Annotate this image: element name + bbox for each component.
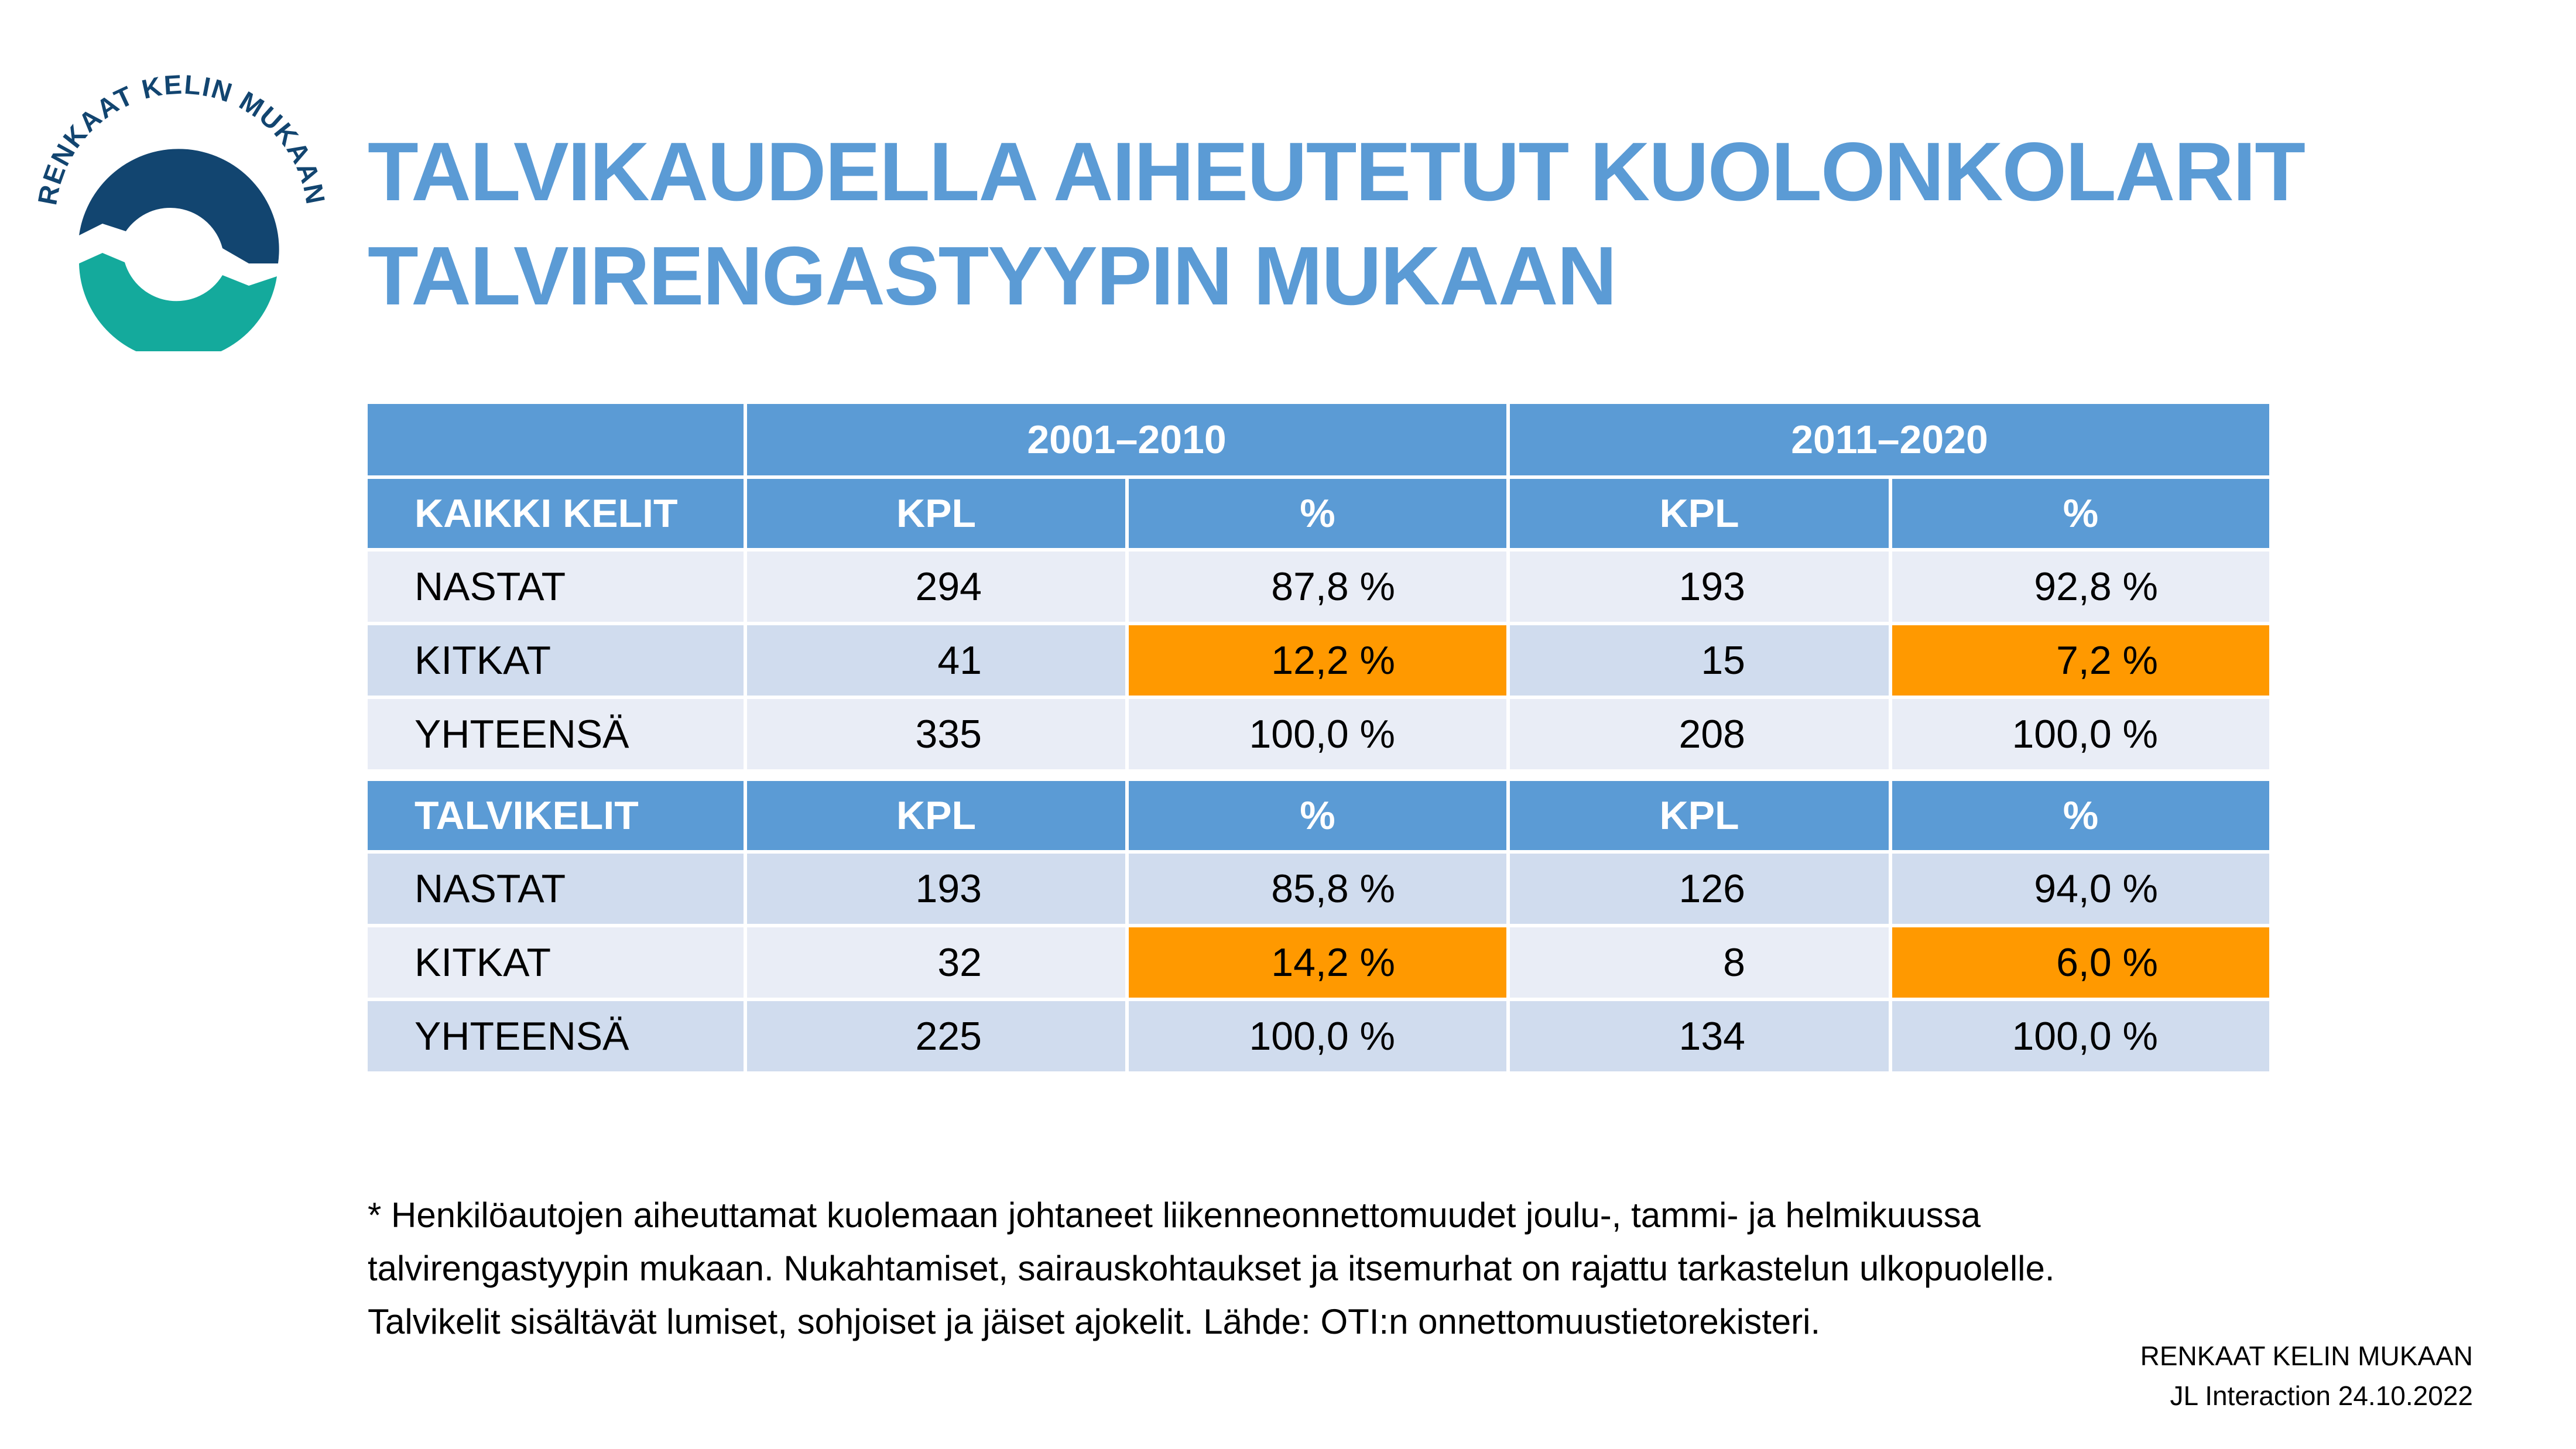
highlighted-cell: 7,2 % [1889, 622, 2273, 699]
column-header: % [1889, 777, 2273, 854]
row-label: KITKAT [364, 622, 747, 699]
credit: RENKAAT KELIN MUKAAN JL Interaction 24.1… [2140, 1336, 2473, 1416]
credit-org: RENKAAT KELIN MUKAAN [2140, 1341, 2473, 1371]
cell: 85,8 % [1125, 850, 1510, 927]
cell: 100,0 % [1125, 998, 1510, 1075]
highlighted-cell: 6,0 % [1889, 924, 2273, 1001]
table-row: YHTEENSÄ 335 100,0 % 208 100,0 % [364, 696, 2273, 773]
section-header-row: TALVIKELIT KPL % KPL % [364, 777, 2273, 854]
table-row: NASTAT 294 87,8 % 193 92,8 % [364, 548, 2273, 625]
cell: 8 [1506, 924, 1892, 1001]
row-label: NASTAT [364, 548, 747, 625]
column-header: % [1125, 475, 1510, 551]
column-header: % [1889, 475, 2273, 551]
cell: 208 [1506, 696, 1892, 773]
cell: 32 [744, 924, 1129, 1001]
page-title: TALVIKAUDELLA AIHEUTETUT KUOLONKOLARIT T… [368, 120, 2306, 328]
cell: 100,0 % [1125, 696, 1510, 773]
column-header: KPL [744, 777, 1129, 854]
highlighted-cell: 14,2 % [1125, 924, 1510, 1001]
cell: 41 [744, 622, 1129, 699]
empty-header-cell [364, 400, 747, 479]
winter-tire-fatalities-table: 2001–2010 2011–2020 KAIKKI KELIT KPL % K… [364, 400, 2273, 1075]
highlighted-cell: 12,2 % [1125, 622, 1510, 699]
column-header: KPL [1506, 475, 1892, 551]
period-header-row: 2001–2010 2011–2020 [364, 400, 2273, 479]
table-row: KITKAT 41 12,2 % 15 7,2 % [364, 622, 2273, 699]
cell: 94,0 % [1889, 850, 2273, 927]
cell: 225 [744, 998, 1129, 1075]
title-line-1: TALVIKAUDELLA AIHEUTETUT KUOLONKOLARIT [368, 125, 2306, 218]
section-label: KAIKKI KELIT [364, 475, 747, 551]
cell: 193 [744, 850, 1129, 927]
period-header: 2001–2010 [744, 400, 1510, 479]
row-label: YHTEENSÄ [364, 998, 747, 1075]
cell: 126 [1506, 850, 1892, 927]
cell: 92,8 % [1889, 548, 2273, 625]
footnote-line: * Henkilöautojen aiheuttamat kuolemaan j… [368, 1195, 1981, 1235]
column-header: KPL [744, 475, 1129, 551]
footnote-line: Talvikelit sisältävät lumiset, sohjoiset… [368, 1302, 1821, 1341]
table-row: YHTEENSÄ 225 100,0 % 134 100,0 % [364, 998, 2273, 1075]
section-label: TALVIKELIT [364, 777, 747, 854]
column-header: KPL [1506, 777, 1892, 854]
table-row: KITKAT 32 14,2 % 8 6,0 % [364, 924, 2273, 1001]
section-gap [366, 771, 2271, 779]
renkaat-kelin-mukaan-logo: RENKAAT KELIN MUKAAN [32, 70, 328, 351]
cell: 335 [744, 696, 1129, 773]
cell: 15 [1506, 622, 1892, 699]
period-header: 2011–2020 [1506, 400, 2273, 479]
cell: 100,0 % [1889, 696, 2273, 773]
row-label: NASTAT [364, 850, 747, 927]
row-label: YHTEENSÄ [364, 696, 747, 773]
cell: 294 [744, 548, 1129, 625]
credit-author-date: JL Interaction 24.10.2022 [2170, 1381, 2473, 1411]
table-row: NASTAT 193 85,8 % 126 94,0 % [364, 850, 2273, 927]
section-header-row: KAIKKI KELIT KPL % KPL % [364, 475, 2273, 551]
cell: 193 [1506, 548, 1892, 625]
footnote: * Henkilöautojen aiheuttamat kuolemaan j… [368, 1188, 2055, 1348]
footnote-line: talvirengastyypin mukaan. Nukahtamiset, … [368, 1249, 2055, 1288]
cell: 87,8 % [1125, 548, 1510, 625]
column-header: % [1125, 777, 1510, 854]
title-line-2: TALVIRENGASTYYPIN MUKAAN [368, 229, 1617, 323]
row-label: KITKAT [364, 924, 747, 1001]
cell: 100,0 % [1889, 998, 2273, 1075]
cell: 134 [1506, 998, 1892, 1075]
